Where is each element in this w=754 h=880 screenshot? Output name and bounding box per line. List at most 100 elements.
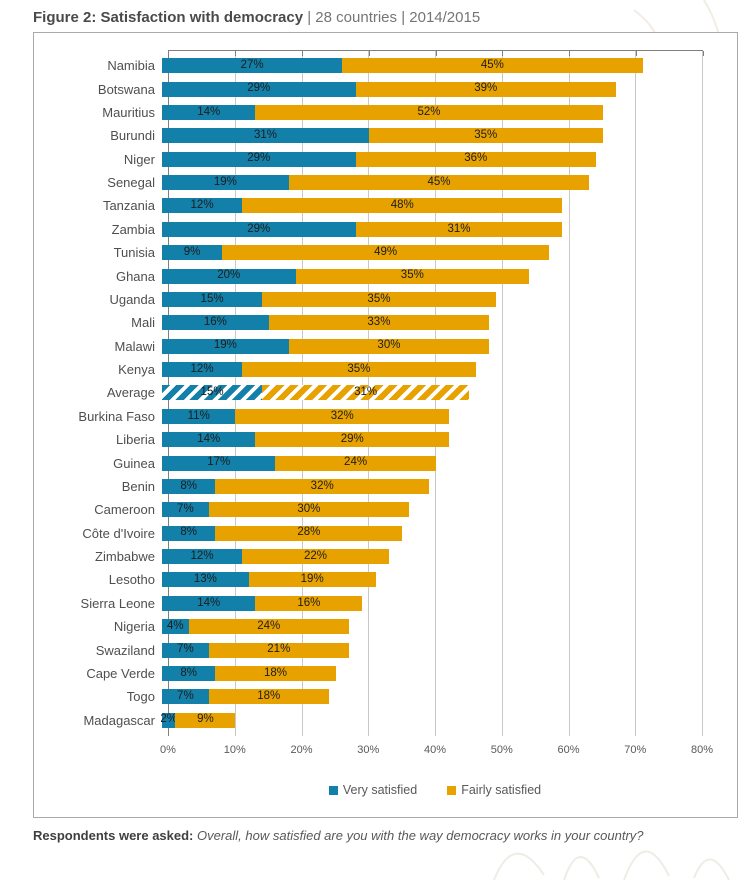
bar-value-label: 39% [474,82,498,95]
axis-tick [301,51,303,56]
bar-value-label: 18% [263,666,287,679]
bar-segment-very-satisfied: 17% [162,455,276,471]
stacked-bar: 14% 29% [162,432,696,448]
bar-segment-fairly-satisfied: 9% [175,712,236,728]
bar-segment-very-satisfied: 12% [162,549,243,565]
chart-title: Figure 2: Satisfaction with democracy | … [33,8,480,28]
bar-value-label: 7% [177,503,194,516]
bar-segment-fairly-satisfied: 28% [215,525,403,541]
bar-value-label: 9% [183,245,201,258]
bar-segment-fairly-satisfied: 33% [268,315,490,331]
axis-tick [168,51,169,56]
bar-row: Tunisia 9% 49% [33,241,702,264]
bar-value-label: 24% [257,619,281,632]
stacked-bar: 8% 18% [162,665,696,681]
bar-segment-fairly-satisfied: 52% [255,104,603,120]
bar-value-label: 31% [253,129,277,142]
bar-value-label: 19% [213,339,237,352]
bar-segment-very-satisfied: 16% [162,315,269,331]
legend-label: Fairly satisfied [461,783,542,797]
bar-value-label: 7% [177,643,194,656]
bar-value-label: 19% [300,573,324,586]
category-label: Swaziland [95,642,155,658]
bar-segment-fairly-satisfied: 18% [208,689,329,705]
bar-segment-fairly-satisfied: 31% [355,221,563,237]
stacked-bar: 16% 33% [162,315,696,331]
bar-segment-very-satisfied: 13% [162,572,249,588]
bar-row: Benin 8% 32% [33,475,702,498]
bar-row: Average 15% 31% [33,381,702,404]
bar-value-label: 30% [377,339,401,352]
bar-value-label: 45% [480,58,504,71]
bar-segment-fairly-satisfied: 22% [242,549,389,565]
category-label: Botswana [97,81,155,97]
bar-value-label: 7% [177,690,194,703]
gridline [702,50,703,736]
bar-row: Tanzania 12% 48% [33,194,702,217]
legend-label: Very satisfied [342,783,418,797]
category-label: Mauritius [102,104,155,120]
axis-tick [368,51,370,56]
bar-row: Swaziland 7% 21% [33,638,702,661]
stacked-bar: 4% 24% [162,619,696,635]
bar-segment-fairly-satisfied: 30% [288,338,490,354]
bar-segment-fairly-satisfied: 45% [288,175,590,191]
bar-value-label: 15% [200,386,224,399]
stacked-bar: 29% 31% [162,221,696,237]
category-label: Malawi [114,338,155,354]
bar-row: Cameroon 7% 30% [33,498,702,521]
stacked-bar: 14% 52% [162,104,696,120]
bar-segment-very-satisfied: 14% [162,432,256,448]
category-label: Kenya [118,362,155,378]
stacked-bar: 12% 48% [162,198,696,214]
gridline [568,50,570,736]
bar-segment-fairly-satisfied: 16% [255,595,363,611]
bar-value-label: 30% [297,503,321,516]
bar-value-label: 28% [297,526,321,539]
bar-row: Burkina Faso 11% 32% [33,405,702,428]
background-texture [493,850,730,880]
bar-value-label: 24% [344,456,368,469]
stacked-bar: 7% 18% [162,689,696,705]
bar-row: Côte d'Ivoire 8% 28% [33,522,702,545]
bar-segment-very-satisfied: 8% [162,525,216,541]
chart-title-subtitle: | 28 countries | 2014/2015 [303,9,481,26]
gridline [501,50,503,736]
bar-value-label: 14% [197,596,221,609]
category-label: Senegal [107,175,155,191]
bar-value-label: 14% [197,105,221,118]
category-label: Zambia [111,221,155,237]
category-label: Côte d'Ivoire [82,525,155,541]
bar-segment-fairly-satisfied: 35% [368,128,603,144]
category-label: Tunisia [113,245,155,261]
bar-segment-very-satisfied: 27% [162,58,343,74]
bar-row: Lesotho 13% 19% [33,568,702,591]
axis-tick [435,51,437,56]
category-label: Cameroon [94,502,155,518]
bar-value-label: 8% [180,479,197,492]
bar-segment-very-satisfied: 9% [162,245,223,261]
axis-tick [502,51,504,56]
x-axis-tick-label: 50% [490,744,513,756]
legend-swatch-icon [328,785,338,795]
bar-row: Guinea 17% 24% [33,451,702,474]
bar-value-label: 14% [197,432,221,445]
bar-segment-fairly-satisfied: 48% [242,198,563,214]
bar-value-label: 45% [427,175,451,188]
bar-value-label: 29% [247,152,271,165]
category-label: Sierra Leone [80,595,155,611]
category-label: Burkina Faso [78,408,155,424]
stacked-bar: 29% 39% [162,81,696,97]
bar-segment-very-satisfied: 29% [162,221,356,237]
bar-row: Mauritius 14% 52% [33,101,702,124]
bar-row: Mali 16% 33% [33,311,702,334]
axis-tick [703,51,704,56]
bar-row: Sierra Leone 14% 16% [33,592,702,615]
category-label: Ghana [115,268,155,284]
category-label: Liberia [115,432,155,448]
bar-segment-fairly-satisfied: 39% [355,81,616,97]
bar-segment-very-satisfied: 15% [162,385,263,401]
stacked-bar: 13% 19% [162,572,696,588]
bar-segment-very-satisfied: 2% [160,712,177,728]
